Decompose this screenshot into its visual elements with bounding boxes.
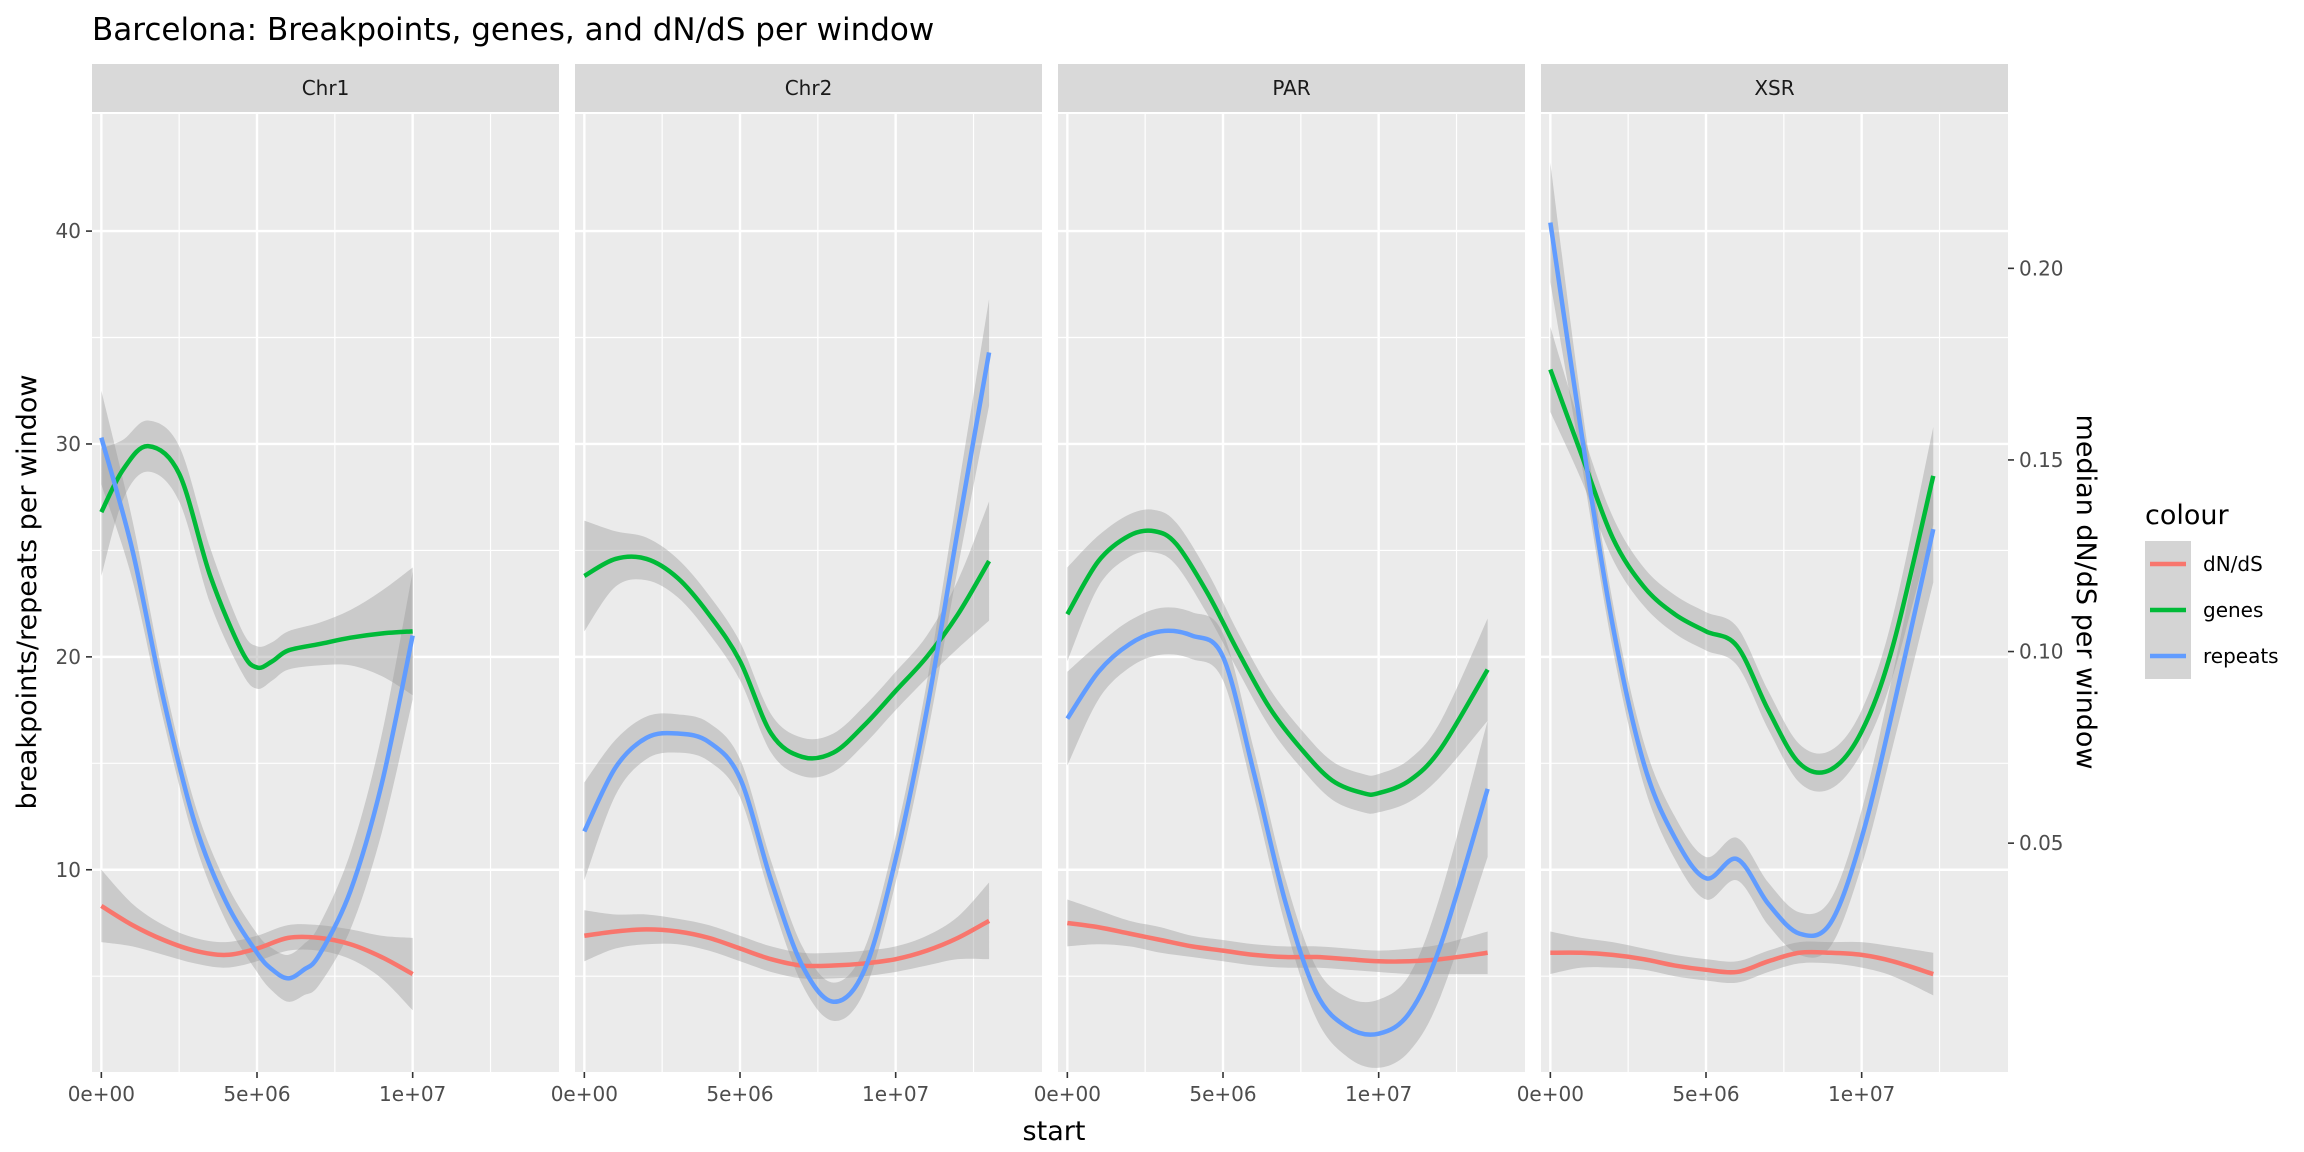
x-tick-label: 0e+00 bbox=[68, 1082, 135, 1106]
smooth-line-genes bbox=[1065, 528, 1490, 797]
confidence-band-dnds bbox=[101, 869, 413, 1011]
smooth-line-repeats bbox=[99, 436, 415, 981]
facet-strip bbox=[1541, 64, 2008, 112]
panel-xsr: XSR bbox=[1541, 64, 2008, 1072]
series-group bbox=[582, 299, 992, 1022]
y-axis-title: breakpoints/repeats per window bbox=[12, 375, 43, 810]
facet-strip bbox=[575, 64, 1042, 112]
x-tick-label: 1e+07 bbox=[1828, 1082, 1895, 1106]
smooth-line-dnds bbox=[1550, 949, 1934, 977]
smooth-line-repeats bbox=[582, 352, 992, 1004]
smooth-line-repeats bbox=[1065, 628, 1490, 1037]
y2-tick-label: 0.10 bbox=[2019, 640, 2064, 664]
chart-title: Barcelona: Breakpoints, genes, and dN/dS… bbox=[92, 12, 934, 48]
smooth-line-dnds bbox=[584, 918, 991, 969]
legend-title: colour bbox=[2145, 500, 2229, 531]
x-tick-label: 5e+06 bbox=[1189, 1082, 1256, 1106]
legend-label: repeats bbox=[2203, 644, 2279, 668]
confidence-band-dnds bbox=[1550, 931, 1934, 996]
y2-axis-title: median dN/dS per window bbox=[2070, 415, 2101, 770]
y2-tick-label: 0.20 bbox=[2019, 256, 2064, 280]
confidence-band-dnds bbox=[1067, 899, 1488, 975]
facet-strip-label: Chr2 bbox=[785, 76, 833, 100]
x-axis-title: start bbox=[1023, 1116, 1086, 1147]
x-tick-label: 1e+07 bbox=[379, 1082, 446, 1106]
y-tick-label: 10 bbox=[56, 858, 81, 882]
y2-tick-label: 0.05 bbox=[2019, 831, 2064, 855]
y2-tick-label: 0.15 bbox=[2019, 448, 2064, 472]
facet-strip bbox=[92, 64, 559, 112]
smooth-line-genes bbox=[1548, 368, 1936, 775]
panels: Chr1 Chr2 PAR XSR bbox=[92, 64, 2008, 1072]
panel-chr1: Chr1 bbox=[92, 64, 559, 1072]
x-tick-label: 0e+00 bbox=[1517, 1082, 1584, 1106]
x-tick-label: 1e+07 bbox=[862, 1082, 929, 1106]
x-tick-label: 1e+07 bbox=[1345, 1082, 1412, 1106]
facet-strip-label: Chr1 bbox=[302, 76, 350, 100]
panel-background bbox=[575, 114, 1042, 1072]
y-tick-label: 30 bbox=[56, 432, 81, 456]
y-tick-label: 40 bbox=[56, 219, 81, 243]
facet-strip-label: XSR bbox=[1754, 76, 1794, 100]
x-tick-label: 5e+06 bbox=[223, 1082, 290, 1106]
x-tick-label: 5e+06 bbox=[1672, 1082, 1739, 1106]
x-tick-label: 0e+00 bbox=[551, 1082, 618, 1106]
legend: colour dN/dS genes repeats bbox=[2145, 500, 2279, 679]
smooth-line-genes bbox=[583, 554, 992, 761]
confidence-band-repeats bbox=[1067, 607, 1488, 1068]
y-tick-label: 20 bbox=[56, 645, 81, 669]
facet-strip-label: PAR bbox=[1272, 76, 1310, 100]
smooth-line-dnds bbox=[1067, 920, 1488, 964]
series-group bbox=[99, 390, 415, 1011]
legend-label: dN/dS bbox=[2203, 552, 2263, 576]
smooth-line-repeats bbox=[1548, 222, 1936, 939]
panel-chr2: Chr2 bbox=[575, 64, 1042, 1072]
x-tick-label: 5e+06 bbox=[706, 1082, 773, 1106]
panel-background bbox=[92, 114, 559, 1072]
facet-strip bbox=[1058, 64, 1525, 112]
axes: 0e+00 5e+06 1e+07 0e+00 5e+06 1e+07 0e+00 5e+06… bbox=[56, 219, 2064, 1106]
legend-label: genes bbox=[2203, 598, 2263, 622]
confidence-band-genes bbox=[101, 420, 413, 696]
confidence-band-genes bbox=[584, 501, 990, 778]
series-group bbox=[1548, 162, 1936, 996]
panel-par: PAR bbox=[1058, 64, 1525, 1072]
confidence-band-genes bbox=[1067, 509, 1488, 814]
x-tick-label: 0e+00 bbox=[1034, 1082, 1101, 1106]
smooth-line-dnds bbox=[100, 904, 414, 977]
confidence-band-dnds bbox=[584, 882, 990, 979]
confidence-band-repeats bbox=[1550, 162, 1934, 958]
series-group bbox=[1065, 509, 1490, 1068]
smooth-line-genes bbox=[99, 443, 413, 671]
panel-background bbox=[1058, 114, 1525, 1072]
